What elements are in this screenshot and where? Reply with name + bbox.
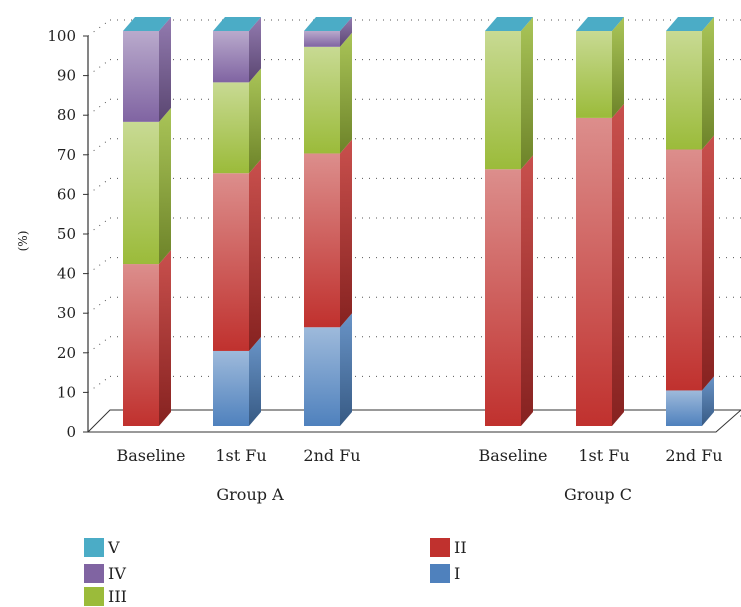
bar-side-i (249, 336, 261, 426)
grid-slant (87, 19, 111, 37)
x-category-label: 2nd Fu (303, 446, 360, 465)
y-tick-label: 50 (57, 225, 76, 243)
bar-segment-ii (213, 173, 249, 351)
bar-side-ii (521, 155, 533, 426)
bar-side-iv (159, 17, 171, 122)
legend-item-iv: IV (84, 562, 126, 584)
bar-segment-iii (123, 121, 159, 265)
x-category-label: 1st Fu (578, 446, 629, 465)
y-tick-label: 10 (57, 383, 76, 401)
bar-segment-iii (213, 82, 249, 174)
bar-side-ii (249, 159, 261, 351)
grid-lines (87, 19, 741, 433)
bar-segment-ii (304, 153, 340, 328)
bar-segment-i (304, 327, 340, 426)
legend-item-i: I (430, 562, 460, 584)
bar-side-iii (612, 17, 624, 118)
bar-top-cap (576, 17, 624, 31)
bar-segment-iv (304, 31, 340, 47)
legend-label-v: V (108, 537, 120, 557)
bar-segment-ii (485, 169, 521, 426)
bar-segment-ii (666, 149, 702, 391)
group-label: Group A (216, 485, 284, 504)
legend-swatch-ii (430, 537, 450, 557)
y-tick-label: 40 (57, 265, 76, 283)
y-tick-label: 30 (57, 304, 76, 322)
bar-segment-i (666, 390, 702, 426)
bar-side-iii (159, 107, 171, 265)
grid-slant (87, 375, 111, 393)
bar-segment-iii (485, 31, 521, 170)
grid-slant (87, 217, 111, 235)
legend-label-ii: II (454, 537, 467, 557)
axis-labels: 0 10 20 30 40 50 60 70 80 90 100 (%) Baseline 1st Fu 2… (16, 27, 723, 504)
bar-side-iii (340, 32, 352, 154)
legend-swatch-iv (84, 563, 104, 583)
y-tick-label: 80 (57, 106, 76, 124)
grid-slant (87, 177, 111, 195)
grid-slant (87, 296, 111, 314)
y-tick-label: 100 (47, 27, 76, 45)
y-tick-label: 70 (57, 146, 76, 164)
legend-swatch-i (430, 563, 450, 583)
bar-top-cap (485, 17, 533, 31)
y-tick-label: 60 (57, 185, 76, 203)
legend-swatch-v (84, 537, 104, 557)
bar-side-i (340, 313, 352, 426)
bar-side-iii (702, 17, 714, 150)
bar-top-cap (213, 17, 261, 31)
x-category-label: 1st Fu (215, 446, 266, 465)
y-tick-label: 0 (66, 423, 76, 441)
legend-label-iii: III (108, 586, 127, 606)
bar-side-ii (702, 135, 714, 391)
bar-segment-ii (123, 264, 159, 426)
bar-side-ii (159, 250, 171, 426)
bar-side-ii (340, 139, 352, 328)
bar-top-cap (123, 17, 171, 31)
bar-segment-iv (213, 31, 249, 83)
legend-item-iii: III (84, 585, 127, 607)
x-category-label: 2nd Fu (665, 446, 722, 465)
bar-side-iv (249, 17, 261, 83)
bar-segment-iii (576, 31, 612, 118)
bar-side-iii (521, 17, 533, 170)
x-category-label: Baseline (117, 446, 186, 465)
grid-slant (87, 98, 111, 116)
bar-segment-iii (304, 46, 340, 154)
legend-swatch-iii (84, 586, 104, 606)
bar-top-cap (666, 17, 714, 31)
y-axis-label: (%) (16, 231, 30, 252)
floor-plane (86, 409, 741, 433)
bars (123, 17, 714, 427)
x-category-label: Baseline (479, 446, 548, 465)
grid-slant (87, 257, 111, 275)
bar-segment-ii (576, 117, 612, 427)
grid-slant (87, 138, 111, 156)
legend-item-v: V (84, 536, 120, 558)
bar-top-cap (304, 17, 352, 31)
bar-segment-i (213, 350, 249, 426)
bar-side-iv (340, 17, 352, 47)
bar-side-i (702, 376, 714, 426)
y-tick-label: 90 (57, 67, 76, 85)
legend-label-iv: IV (108, 563, 126, 583)
y-tick-label: 20 (57, 344, 76, 362)
bar-segment-iii (666, 31, 702, 150)
chart-floor (86, 409, 741, 433)
bar-segment-iv (123, 31, 159, 122)
grid-slant (87, 59, 111, 77)
bar-side-ii (612, 103, 624, 427)
bar-side-iii (249, 68, 261, 174)
grid-slant (87, 336, 111, 354)
legend-label-i: I (454, 563, 461, 583)
legend-item-ii: II (430, 536, 467, 558)
group-label: Group C (564, 485, 632, 504)
y-axis (83, 35, 89, 433)
